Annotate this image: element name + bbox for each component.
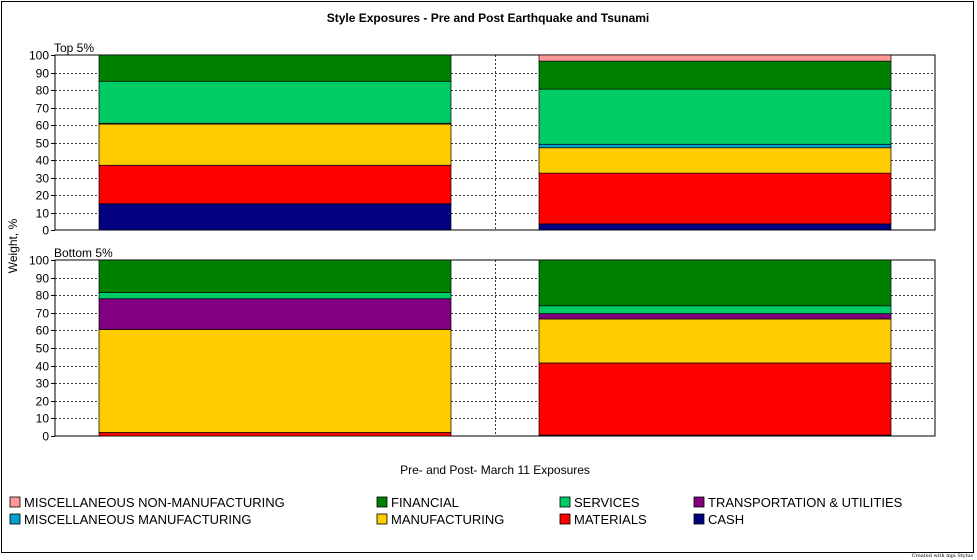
legend-label-materials: MATERIALS: [574, 512, 647, 527]
credit-note: Created with mpi Stylus: [911, 553, 973, 559]
bar-segment-transportation-utilities: [98, 298, 452, 330]
bar-segment-materials: [98, 164, 452, 205]
legend-label-services: SERVICES: [574, 495, 640, 510]
legend-swatch-cash: [693, 513, 705, 525]
bar-segment-materials: [538, 362, 892, 436]
legend-label-manufacturing: MANUFACTURING: [391, 512, 504, 527]
bar-segment-materials: [538, 172, 892, 225]
bar-segment-cash: [98, 203, 452, 231]
bar-segment-miscellaneous-non-manufacturing: [538, 54, 892, 62]
bar-segment-manufacturing: [538, 147, 892, 174]
panel-label: Top 5%: [54, 41, 94, 55]
legend-swatch-services: [559, 496, 571, 508]
legend-swatch-materials: [559, 513, 571, 525]
legend-label-miscellaneous-non-manufacturing: MISCELLANEOUS NON-MANUFACTURING: [24, 495, 285, 510]
y-tick-label: 20: [36, 189, 50, 203]
bar-segment-miscellaneous-manufacturing: [538, 143, 892, 149]
y-tick-label: 90: [36, 67, 50, 81]
legend-label-cash: CASH: [708, 512, 744, 527]
bar-segment-manufacturing: [538, 318, 892, 364]
y-tick-label: 10: [36, 207, 50, 221]
bar-segment-financial: [538, 259, 892, 307]
bar-segment-manufacturing: [98, 329, 452, 433]
y-tick-label: 70: [36, 102, 50, 116]
y-axis-label: Weight, %: [6, 218, 20, 273]
bar-segment-services: [98, 80, 452, 124]
y-tick-label: 90: [36, 272, 50, 286]
legend-label-transportation-utilities: TRANSPORTATION & UTILITIES: [708, 495, 903, 510]
bar-segment-services: [538, 88, 892, 145]
x-axis-label: Pre- and Post- March 11 Exposures: [400, 463, 590, 477]
bar-segment-transportation-utilities: [538, 313, 892, 320]
legend-swatch-financial: [376, 496, 388, 508]
legend-swatch-miscellaneous-manufacturing: [9, 513, 21, 525]
bar-segment-services: [98, 292, 452, 300]
y-tick-label: 50: [36, 137, 50, 151]
y-tick-label: 60: [36, 324, 50, 338]
legend-label-miscellaneous-manufacturing: MISCELLANEOUS MANUFACTURING: [24, 512, 252, 527]
legend-swatch-manufacturing: [376, 513, 388, 525]
y-tick-label: 30: [36, 172, 50, 186]
y-tick-label: 100: [29, 254, 49, 268]
bar-segment-services: [538, 305, 892, 315]
bar-segment-financial: [538, 60, 892, 90]
y-tick-label: 40: [36, 154, 50, 168]
y-tick-label: 70: [36, 307, 50, 321]
legend-swatch-miscellaneous-non-manufacturing: [9, 496, 21, 508]
bar-segment-financial: [98, 259, 452, 293]
y-tick-label: 0: [42, 430, 49, 444]
legend-label-financial: FINANCIAL: [391, 495, 459, 510]
panel-label: Bottom 5%: [54, 246, 113, 260]
y-tick-label: 50: [36, 342, 50, 356]
chart-title: Style Exposures - Pre and Post Earthquak…: [327, 11, 650, 25]
bar-segment-financial: [98, 54, 452, 82]
y-tick-label: 30: [36, 377, 50, 391]
y-tick-label: 20: [36, 395, 50, 409]
bar-segment-cash: [538, 223, 892, 231]
bar-segment-materials: [98, 432, 452, 437]
y-tick-label: 80: [36, 289, 50, 303]
y-tick-label: 10: [36, 412, 50, 426]
bar-segment-manufacturing: [98, 123, 452, 166]
y-tick-label: 60: [36, 119, 50, 133]
y-tick-label: 40: [36, 360, 50, 374]
y-tick-label: 80: [36, 84, 50, 98]
legend-swatch-transportation-utilities: [693, 496, 705, 508]
y-tick-label: 0: [42, 224, 49, 238]
y-tick-label: 100: [29, 49, 49, 63]
